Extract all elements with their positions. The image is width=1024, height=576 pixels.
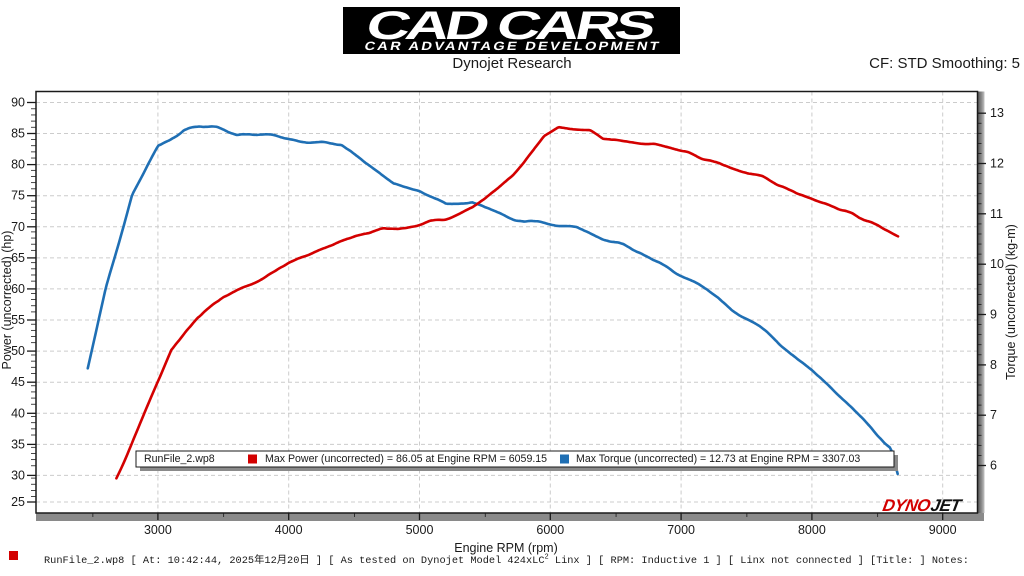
svg-text:4000: 4000: [275, 523, 303, 537]
svg-text:25: 25: [11, 495, 25, 509]
svg-text:8: 8: [990, 358, 997, 372]
svg-text:6: 6: [990, 459, 997, 473]
svg-text:10: 10: [990, 257, 1004, 271]
svg-text:90: 90: [11, 96, 25, 110]
svg-text:30: 30: [11, 468, 25, 482]
svg-text:Max Torque (uncorrected) = 12.: Max Torque (uncorrected) = 12.73 at Engi…: [576, 453, 860, 465]
svg-text:11: 11: [990, 207, 1003, 221]
svg-text:Max Power (uncorrected) = 86.0: Max Power (uncorrected) = 86.05 at Engin…: [265, 453, 547, 465]
svg-text:Power (uncorrected) (hp): Power (uncorrected) (hp): [0, 231, 14, 370]
svg-text:12: 12: [990, 157, 1004, 171]
svg-text:5000: 5000: [406, 523, 434, 537]
svg-text:RunFile_2.wp8: RunFile_2.wp8: [144, 453, 215, 465]
svg-text:45: 45: [11, 375, 25, 389]
svg-text:13: 13: [990, 106, 1004, 120]
svg-text:9: 9: [990, 308, 997, 322]
svg-text:35: 35: [11, 437, 25, 451]
svg-text:7: 7: [990, 408, 997, 422]
svg-text:40: 40: [11, 406, 25, 420]
svg-text:85: 85: [11, 127, 25, 141]
svg-text:Torque (uncorrected) (kg-m): Torque (uncorrected) (kg-m): [1004, 224, 1018, 380]
svg-text:JET: JET: [929, 495, 964, 515]
svg-text:8000: 8000: [798, 523, 826, 537]
svg-text:3000: 3000: [144, 523, 172, 537]
svg-text:7000: 7000: [667, 523, 695, 537]
svg-text:DYNO: DYNO: [881, 495, 933, 515]
svg-text:6000: 6000: [536, 523, 564, 537]
svg-text:75: 75: [11, 189, 25, 203]
svg-text:Engine RPM (rpm): Engine RPM (rpm): [454, 541, 558, 555]
svg-text:9000: 9000: [929, 523, 957, 537]
svg-text:80: 80: [11, 158, 25, 172]
